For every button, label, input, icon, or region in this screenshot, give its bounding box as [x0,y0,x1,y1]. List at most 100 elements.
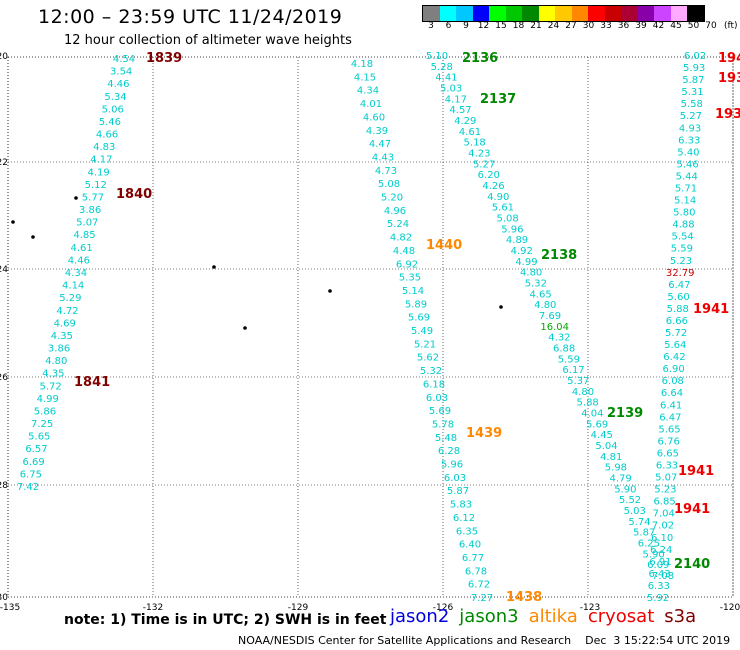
colorbar-label: 6 [445,21,452,31]
wave-height-value: 4.35 [51,331,73,342]
wave-height-value: 5.23 [654,485,676,496]
wave-height-value: 6.90 [662,364,684,375]
lat-label: -28 [0,481,8,491]
colorbar-label: 27 [565,21,577,31]
wave-height-value: 32.79 [666,268,695,279]
wave-height-value: 4.81 [600,452,622,463]
pass-label: 1942 [718,51,740,66]
wave-height-value: 6.72 [468,580,490,591]
wave-height-value: 4.45 [591,430,613,441]
wave-height-value: 6.88 [553,344,575,355]
lon-label: -129 [288,603,309,613]
colorbar-swatch [538,6,555,21]
colorbar-swatch [621,6,638,21]
wave-height-value: 5.78 [432,419,454,430]
wave-height-value: 4.72 [56,306,78,317]
wave-height-value: 6.85 [653,497,675,508]
wave-height-value: 4.34 [357,86,379,97]
wave-height-value: 5.98 [605,463,627,474]
wave-height-value: 4.73 [375,166,397,177]
map-title: 12:00 – 23:59 UTC 11/24/2019 [38,6,343,28]
wave-height-value: 4.17 [90,155,112,166]
wave-height-value: 5.29 [59,293,81,304]
wave-height-value: 6.43 [649,569,671,580]
wave-height-value: 5.06 [102,104,124,115]
colorbar-swatch [423,6,440,21]
pass-label: 2137 [480,92,516,107]
wave-height-value: 4.17 [445,94,467,105]
lat-label: -24 [0,265,8,275]
colorbar-swatch [687,6,704,21]
wave-height-value: 5.08 [378,179,400,190]
wave-height-value: 5.92 [647,593,669,604]
wave-height-value: 6.20 [478,170,500,181]
wave-height-value: 5.40 [677,147,699,158]
wave-height-value: 3.86 [48,344,70,355]
wave-height-value: 5.10 [426,51,448,62]
lat-label: -26 [0,373,8,383]
pass-label: 1941 [678,464,714,479]
wave-height-value: 5.62 [417,353,439,364]
wave-height-value: 4.83 [93,142,115,153]
map-subtitle: 12 hour collection of altimeter wave hei… [64,33,352,48]
colorbar-swatch [555,6,572,21]
wave-height-value: 6.64 [661,388,683,399]
colorbar-swatch [637,6,654,21]
wave-height-value: 6.69 [23,457,45,468]
colorbar-labels: 3 6 9 12 15 18 21 24 27 30 33 36 39 42 45 50 70 [422,21,740,35]
wave-height-value: 5.69 [586,419,608,430]
credit-text: NOAA/NESDIS Center for Satellite Applica… [238,634,731,647]
colorbar-swatch [654,6,671,21]
wave-height-value: 6.18 [423,379,445,390]
colorbar-swatch [472,6,489,21]
wave-height-value: 4.57 [449,105,471,116]
colorbar-swatch [588,6,605,21]
wave-height-value: 5.88 [667,304,689,315]
wave-height-value: 4.99 [37,394,59,405]
wave-height-value: 6.47 [659,412,681,423]
colorbar-label: 12 [477,21,490,31]
wave-height-value: 6.41 [660,400,682,411]
wave-height-tracks: 4.543.544.465.345.065.464.664.834.174.19… [17,51,706,604]
wave-height-value: 5.80 [673,208,695,219]
pass-label: 2139 [607,406,643,421]
wave-height-value: 6.24 [650,545,672,556]
wave-height-value: 5.18 [464,138,486,149]
pass-label: 1941 [674,502,710,517]
colorbar-swatch [439,6,456,21]
wave-height-value: 4.61 [71,243,93,254]
wave-height-value: 5.04 [595,441,617,452]
lat-label: -30 [0,593,8,603]
wave-height-value: 6.75 [20,469,42,480]
wave-height-value: 5.48 [435,433,457,444]
wave-height-value: 6.91 [649,557,671,568]
wave-height-value: 4.80 [572,387,594,398]
wave-height-value: 5.64 [664,340,686,351]
colorbar-label: 18 [512,21,525,31]
wave-height-value: 4.96 [384,206,406,217]
lon-label: -123 [580,603,600,613]
wave-height-value: 5.32 [525,279,547,290]
colorbar-swatch [456,6,473,21]
colorbar-label: 15 [495,21,507,31]
wave-height-value: 5.88 [577,398,599,409]
wave-height-value: 4.61 [459,127,481,138]
wave-height-value: 5.61 [492,203,514,214]
colorbar-swatch [571,6,588,21]
wave-height-value: 7.04 [653,509,675,520]
wave-height-value: 5.31 [681,87,703,98]
wave-height-value: 5.21 [414,339,436,350]
colorbar-label: 3 [428,21,434,31]
wave-height-value: 5.54 [672,232,694,243]
colorbar-label: 70 [705,21,717,31]
colorbar-label: 33 [600,21,612,31]
lat-label: -20 [0,52,8,62]
wave-height-value: 6.33 [678,135,700,146]
wave-height-value: 5.60 [667,292,689,303]
wave-height-value: 4.65 [529,289,551,300]
wave-height-value: 4.26 [482,181,504,192]
wave-height-value: 5.72 [39,381,61,392]
wave-height-value: 4.43 [372,152,394,163]
wave-height-value: 4.92 [511,246,533,257]
